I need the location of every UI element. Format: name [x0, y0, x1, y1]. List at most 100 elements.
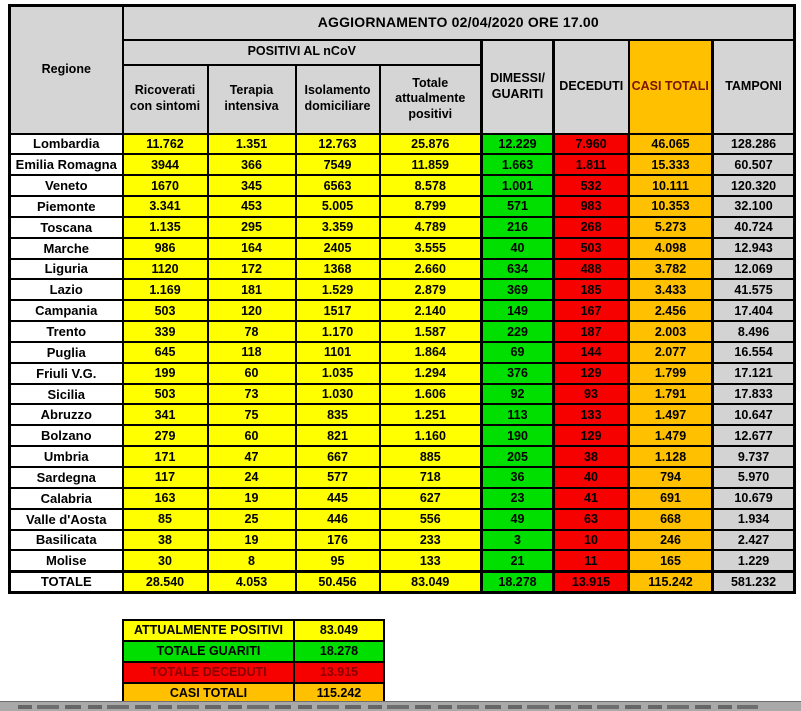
region-name-cell: Umbria	[8, 445, 124, 468]
cropped-article-text-strip	[0, 701, 801, 711]
table-row: Abruzzo 341 75 835 1.251 113 133 1.497 10.647	[8, 403, 796, 427]
table-row: Friuli V.G. 199 60 1.035 1.294 376 129 1.799 17.…	[8, 361, 796, 385]
value-cell: 25.876	[378, 132, 483, 156]
value-cell: 10.111	[627, 174, 714, 198]
column-header-ricoverati: Ricoverati con sintomi	[121, 63, 209, 135]
value-cell: 25	[206, 507, 297, 531]
region-name-cell: Piemonte	[8, 195, 124, 218]
value-cell: 60	[206, 424, 297, 448]
value-cell: 3	[480, 528, 555, 552]
value-cell: 8.799	[378, 195, 483, 218]
table-row: Umbria 171 47 667 885 205 38 1.128 9.737	[8, 445, 796, 468]
value-cell: 49	[480, 507, 555, 531]
value-cell: 1.479	[627, 424, 714, 448]
value-cell: 1.001	[480, 174, 555, 198]
value-cell: 339	[121, 320, 209, 343]
value-cell: 503	[121, 299, 209, 323]
group-header-positivi: POSITIVI AL nCoV	[121, 38, 483, 66]
value-cell: 117	[121, 466, 209, 489]
value-cell: 1.799	[627, 361, 714, 385]
value-cell: 95	[294, 549, 381, 573]
value-cell: 46.065	[627, 132, 714, 156]
value-cell: 532	[552, 174, 630, 198]
region-name-cell: Bolzano	[8, 424, 124, 448]
legend-row: ATTUALMENTE POSITIVI 83.049	[122, 619, 385, 642]
value-cell: 1.811	[552, 153, 630, 177]
region-name-cell: Molise	[8, 549, 124, 573]
value-cell: 12.763	[294, 132, 381, 156]
value-cell: 133	[378, 549, 483, 573]
value-cell: 5.273	[627, 215, 714, 239]
value-cell: 571	[480, 195, 555, 218]
value-cell: 4.789	[378, 215, 483, 239]
value-cell: 133	[552, 403, 630, 427]
value-cell: 10.647	[710, 403, 796, 427]
total-row: TOTALE 28.540 4.053 50.456 83.049 18.278 13.91…	[8, 569, 796, 594]
column-header-tamponi: TAMPONI	[710, 38, 796, 135]
value-cell: 645	[121, 340, 209, 364]
value-cell: 445	[294, 486, 381, 510]
value-cell: 1120	[121, 257, 209, 281]
value-cell: 3944	[121, 153, 209, 177]
value-cell: 233	[378, 528, 483, 552]
table-row: Piemonte 3.341 453 5.005 8.799 571 983 10.353 32…	[8, 195, 796, 218]
value-cell: 577	[294, 466, 381, 489]
legend-value: 18.278	[293, 639, 385, 663]
value-cell: 503	[552, 236, 630, 260]
value-cell: 345	[206, 174, 297, 198]
value-cell: 1.160	[378, 424, 483, 448]
value-cell: 40	[480, 236, 555, 260]
region-name-cell: Sardegna	[8, 466, 124, 489]
value-cell: 128.286	[710, 132, 796, 156]
legend-label: TOTALE GUARITI	[122, 639, 295, 663]
table-title: AGGIORNAMENTO 02/04/2020 ORE 17.00	[121, 4, 796, 41]
region-name-cell: Veneto	[8, 174, 124, 198]
illegible-text-fragment	[18, 705, 758, 709]
value-cell: 120	[206, 299, 297, 323]
column-header-regione: Regione	[8, 4, 124, 135]
value-cell: 28.540	[121, 569, 209, 594]
value-cell: 129	[552, 424, 630, 448]
legend-value: 13.915	[293, 660, 385, 684]
value-cell: 821	[294, 424, 381, 448]
value-cell: 12.677	[710, 424, 796, 448]
table-row: Emilia Romagna 3944 366 7549 11.859 1.663 1.81…	[8, 153, 796, 177]
table-row: Molise 30 8 95 133 21 11 165 1.229	[8, 549, 796, 573]
value-cell: 36	[480, 466, 555, 489]
region-name-cell: Lombardia	[8, 132, 124, 156]
value-cell: 986	[121, 236, 209, 260]
region-name-cell: Abruzzo	[8, 403, 124, 427]
region-name-cell: Valle d'Aosta	[8, 507, 124, 531]
value-cell: 118	[206, 340, 297, 364]
value-cell: 1.934	[710, 507, 796, 531]
value-cell: 172	[206, 257, 297, 281]
value-cell: 164	[206, 236, 297, 260]
value-cell: 176	[294, 528, 381, 552]
value-cell: 2.140	[378, 299, 483, 323]
table-row: Lazio 1.169 181 1.529 2.879 369 185 3.433 41.575	[8, 278, 796, 302]
value-cell: 369	[480, 278, 555, 302]
value-cell: 167	[552, 299, 630, 323]
value-cell: 41.575	[710, 278, 796, 302]
value-cell: 47	[206, 445, 297, 468]
region-name-cell: Sicilia	[8, 382, 124, 406]
value-cell: 3.433	[627, 278, 714, 302]
value-cell: 1101	[294, 340, 381, 364]
value-cell: 1.294	[378, 361, 483, 385]
value-cell: 75	[206, 403, 297, 427]
value-cell: 5.005	[294, 195, 381, 218]
value-cell: 8.496	[710, 320, 796, 343]
value-cell: 83.049	[378, 569, 483, 594]
value-cell: 187	[552, 320, 630, 343]
value-cell: 13.915	[552, 569, 630, 594]
value-cell: 38	[552, 445, 630, 468]
value-cell: 1368	[294, 257, 381, 281]
region-name-cell: Basilicata	[8, 528, 124, 552]
value-cell: 885	[378, 445, 483, 468]
summary-legend-table: ATTUALMENTE POSITIVI 83.049 TOTALE GUARITI…	[122, 619, 385, 705]
value-cell: 376	[480, 361, 555, 385]
table-row: Sicilia 503 73 1.030 1.606 92 93 1.791 17.833	[8, 382, 796, 406]
value-cell: 295	[206, 215, 297, 239]
table-body: Lombardia 11.762 1.351 12.763 25.876 12.229 7.…	[8, 132, 796, 594]
